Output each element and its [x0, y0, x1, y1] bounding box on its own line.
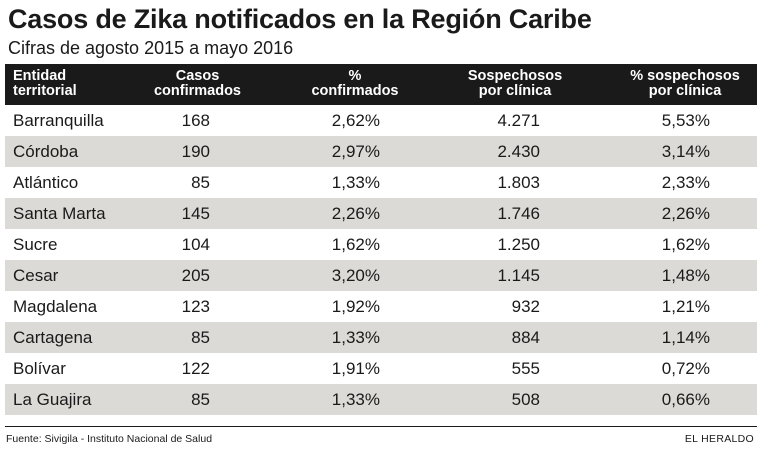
confirmed-cases-cell: 190 — [181, 142, 210, 161]
suspected-cases-cell: 1.803 — [497, 173, 540, 192]
table-row: Barranquilla 168 2,62% 4.271 5,53% — [5, 105, 757, 136]
confirmed-cases-cell: 85 — [191, 328, 210, 347]
confirmed-cases-cell: 168 — [181, 111, 210, 130]
table-body: Barranquilla 168 2,62% 4.271 5,53% Córdoba 190… — [5, 105, 757, 415]
publisher-logo-text: EL HERALDO — [684, 433, 754, 445]
suspected-cases-cell: 1.145 — [497, 266, 540, 285]
confirmed-pct-cell: 1,92% — [331, 297, 380, 316]
suspected-pct-cell: 1,21% — [661, 297, 710, 316]
suspected-cases-cell: 508 — [511, 390, 540, 409]
confirmed-cases-cell: 85 — [191, 173, 210, 192]
table-row: Cartagena 85 1,33% 884 1,14% — [5, 322, 757, 353]
confirmed-pct-cell: 2,62% — [331, 111, 380, 130]
chart-title: Casos de Zika notificados en la Región C… — [8, 4, 592, 34]
suspected-pct-cell: 1,62% — [661, 235, 710, 254]
table-row: Magdalena 123 1,92% 932 1,21% — [5, 291, 757, 322]
entity-cell: La Guajira — [13, 390, 92, 409]
header-sospechosos-clinica: Sospechosos por clínica — [467, 68, 563, 99]
confirmed-pct-cell: 1,33% — [331, 328, 380, 347]
entity-cell: Barranquilla — [13, 111, 104, 130]
entity-cell: Sucre — [13, 235, 58, 254]
chart-subtitle: Cifras de agosto 2015 a mayo 2016 — [8, 38, 294, 58]
confirmed-pct-cell: 1,33% — [331, 173, 380, 192]
entity-cell: Atlántico — [13, 173, 79, 192]
suspected-cases-cell: 932 — [511, 297, 540, 316]
suspected-pct-cell: 0,72% — [661, 359, 710, 378]
header-pct-sospechosos-clinica: % sospechosos por clínica — [630, 68, 740, 99]
suspected-cases-cell: 2.430 — [497, 142, 540, 161]
data-table: Entidad territorial Casos confirmados % … — [5, 64, 757, 415]
table-row: Santa Marta 145 2,26% 1.746 2,26% — [5, 198, 757, 229]
table-row: Sucre 104 1,62% 1.250 1,62% — [5, 229, 757, 260]
entity-cell: Magdalena — [13, 297, 98, 316]
confirmed-pct-cell: 1,91% — [331, 359, 380, 378]
confirmed-cases-cell: 205 — [181, 266, 210, 285]
confirmed-pct-cell: 2,97% — [331, 142, 380, 161]
suspected-cases-cell: 1.250 — [497, 235, 540, 254]
table-row: La Guajira 85 1,33% 508 0,66% — [5, 384, 757, 415]
entity-cell: Bolívar — [13, 359, 66, 378]
suspected-cases-cell: 884 — [511, 328, 540, 347]
entity-cell: Cesar — [13, 266, 59, 285]
suspected-pct-cell: 1,14% — [661, 328, 710, 347]
suspected-pct-cell: 3,14% — [661, 142, 710, 161]
suspected-pct-cell: 2,26% — [661, 204, 710, 223]
confirmed-cases-cell: 104 — [181, 235, 210, 254]
table-row: Atlántico 85 1,33% 1.803 2,33% — [5, 167, 757, 198]
table-header: Entidad territorial Casos confirmados % … — [5, 64, 757, 105]
entity-cell: Córdoba — [13, 142, 79, 161]
suspected-pct-cell: 5,53% — [661, 111, 710, 130]
header-entidad-territorial: Entidad territorial — [13, 68, 77, 99]
header-casos-confirmados: Casos confirmados — [153, 68, 241, 99]
table-row: Córdoba 190 2,97% 2.430 3,14% — [5, 136, 757, 167]
confirmed-pct-cell: 2,26% — [331, 204, 380, 223]
confirmed-pct-cell: 3,20% — [331, 266, 380, 285]
footer-divider — [5, 426, 757, 427]
table-row: Cesar 205 3,20% 1.145 1,48% — [5, 260, 757, 291]
confirmed-cases-cell: 122 — [181, 359, 210, 378]
table-row: Bolívar 122 1,91% 555 0,72% — [5, 353, 757, 384]
suspected-cases-cell: 4.271 — [497, 111, 540, 130]
header-pct-confirmados: % confirmados — [311, 68, 399, 99]
entity-cell: Santa Marta — [13, 204, 106, 223]
suspected-pct-cell: 0,66% — [661, 390, 710, 409]
suspected-cases-cell: 1.746 — [497, 204, 540, 223]
confirmed-pct-cell: 1,62% — [331, 235, 380, 254]
source-note: Fuente: Sivigila - Instituto Nacional de… — [6, 433, 213, 445]
suspected-pct-cell: 2,33% — [661, 173, 710, 192]
confirmed-cases-cell: 145 — [181, 204, 210, 223]
suspected-pct-cell: 1,48% — [661, 266, 710, 285]
confirmed-cases-cell: 85 — [191, 390, 210, 409]
confirmed-cases-cell: 123 — [181, 297, 210, 316]
confirmed-pct-cell: 1,33% — [331, 390, 380, 409]
entity-cell: Cartagena — [13, 328, 93, 347]
suspected-cases-cell: 555 — [511, 359, 540, 378]
